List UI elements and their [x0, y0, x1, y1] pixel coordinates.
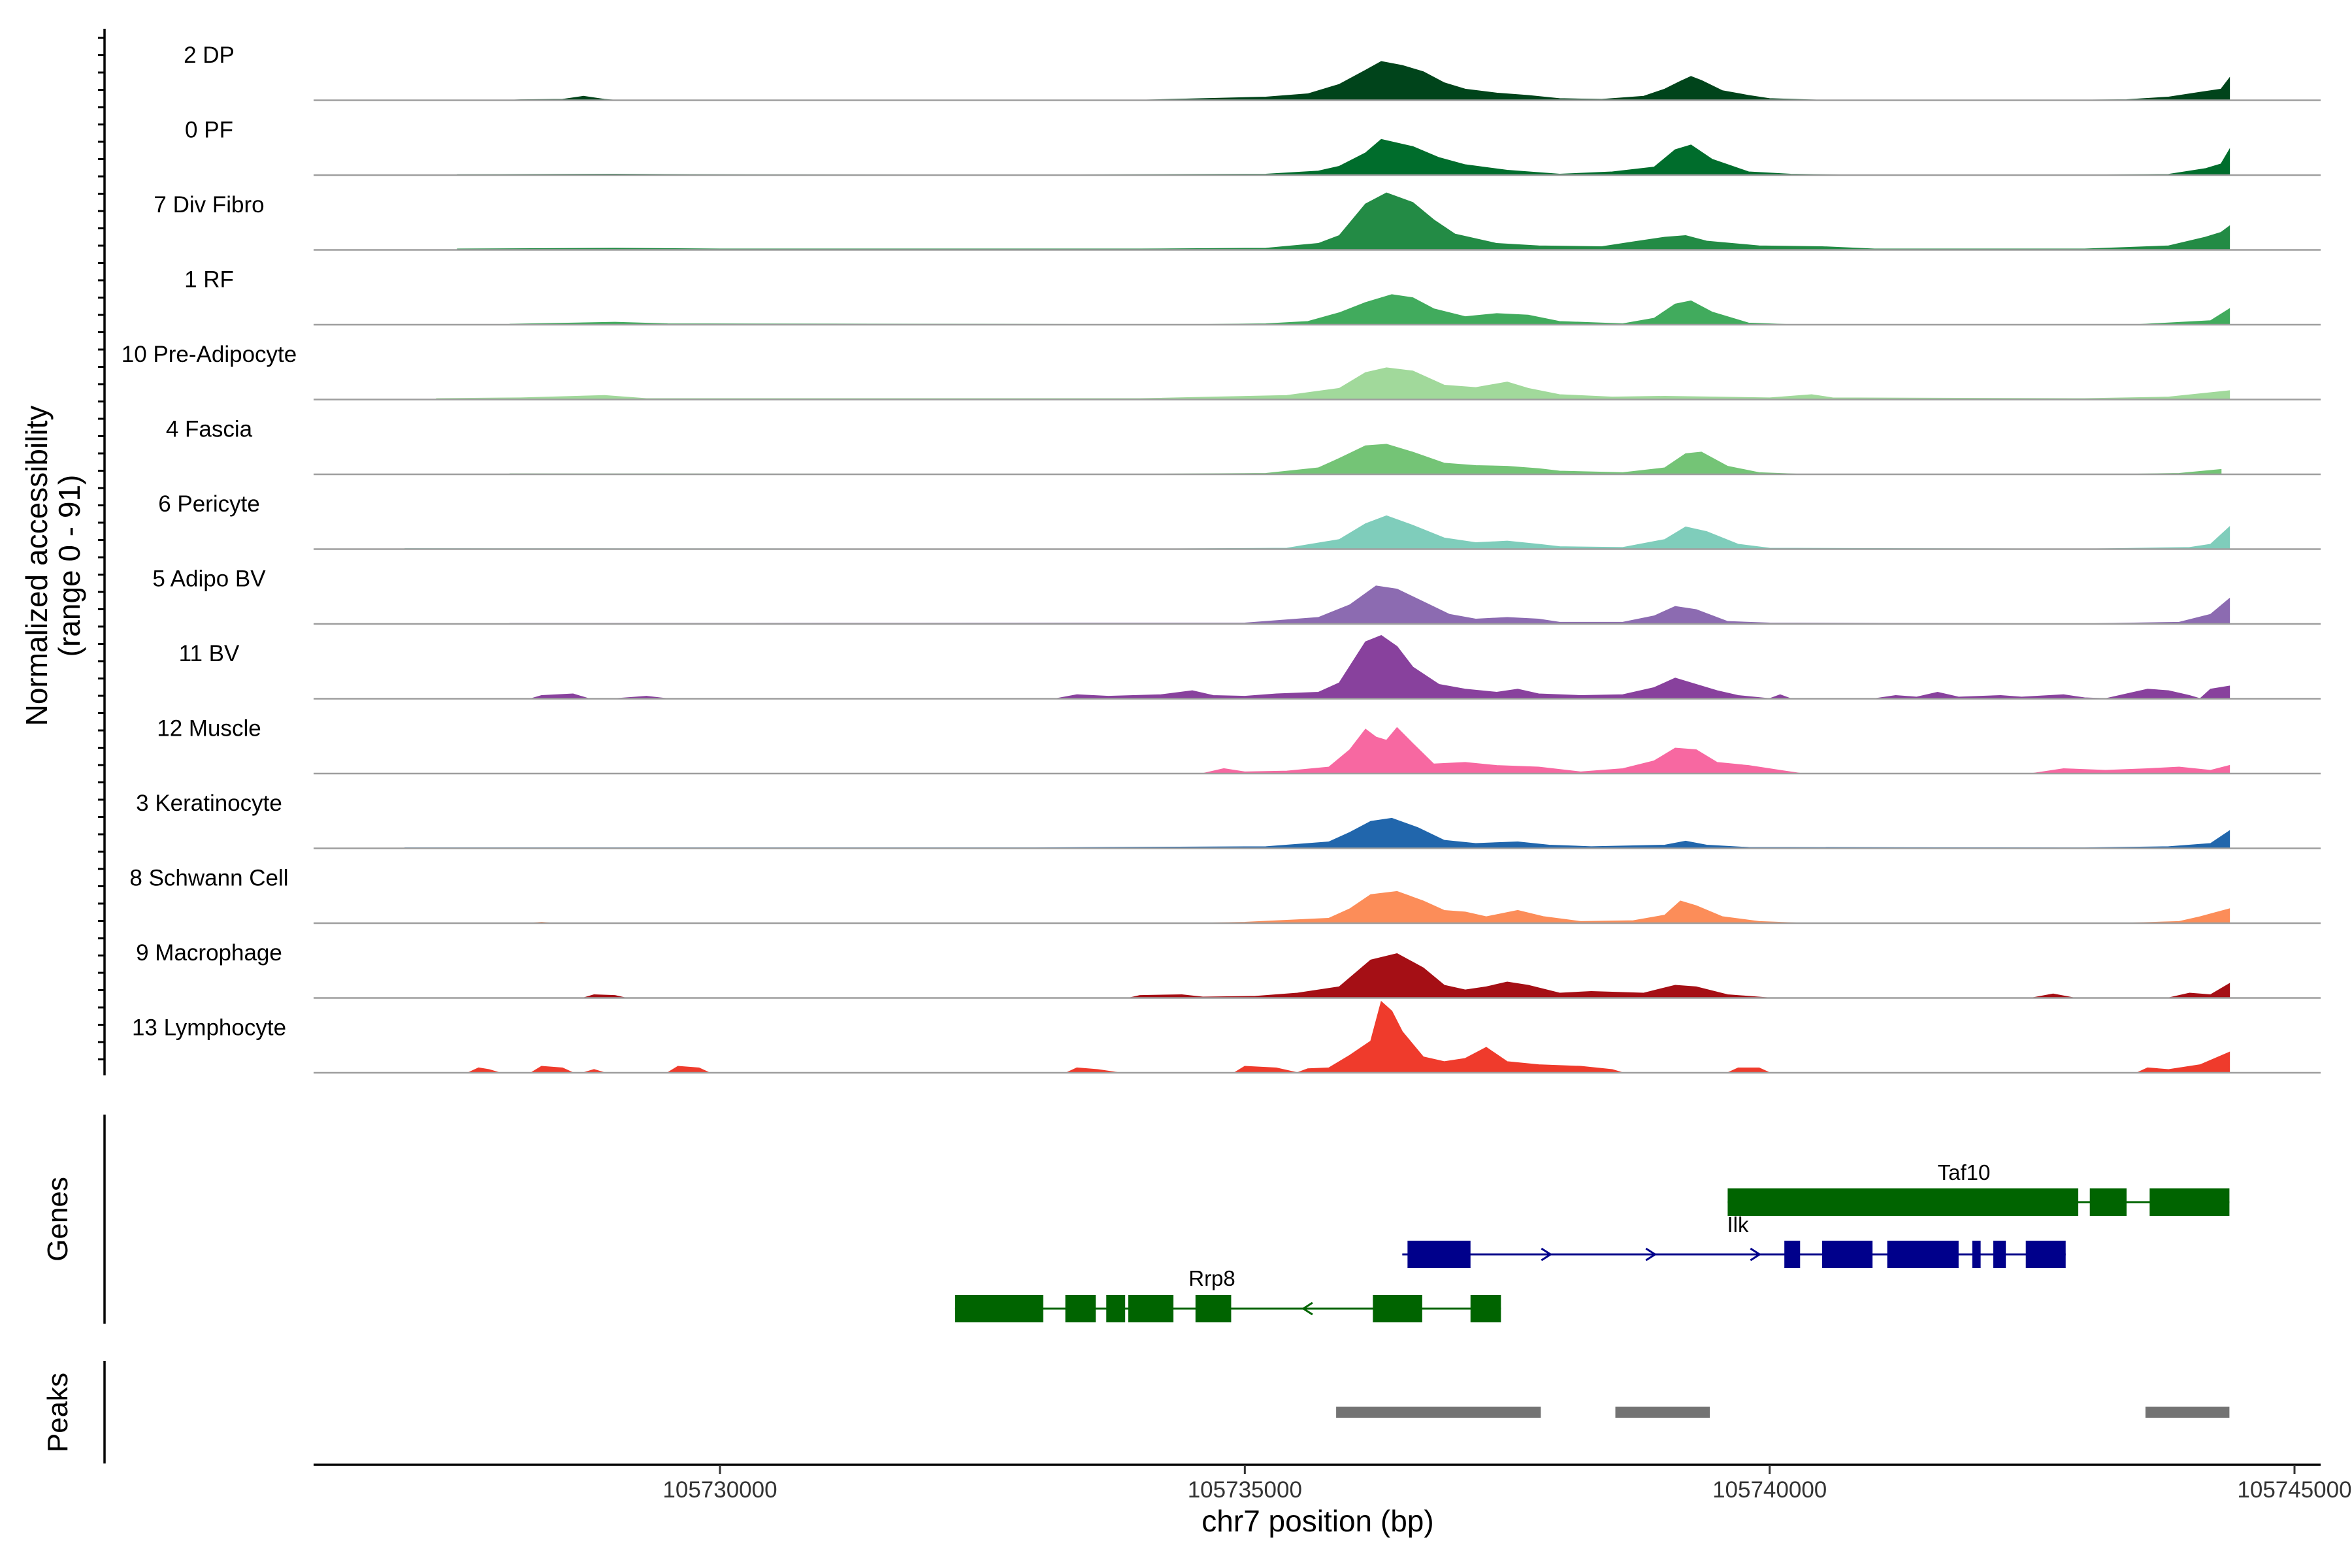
track-label: 9 Macrophage [136, 940, 282, 966]
peaks-track: Peaks [42, 1361, 2230, 1463]
strand-chevron [1645, 1247, 1658, 1262]
strand-chevron [1541, 1247, 1553, 1262]
track-label: 13 Lymphocyte [132, 1015, 286, 1041]
track-label: 5 Adipo BV [152, 566, 266, 592]
gene-label: Rrp8 [1188, 1266, 1235, 1290]
y-axis [98, 29, 106, 1075]
track-label: 10 Pre-Adipocyte [122, 342, 297, 367]
exon [1373, 1295, 1422, 1322]
exon [1470, 1295, 1501, 1322]
x-tick-label: 105740000 [1712, 1477, 1827, 1503]
gene-taf10: Taf10 [1727, 1160, 2230, 1216]
peak-bar [2145, 1407, 2230, 1418]
x-axis: 105730000 105735000 105740000 105745000 [314, 1463, 2352, 1503]
coverage-area [583, 953, 2230, 999]
x-tick-label: 105745000 [2237, 1477, 2351, 1503]
coverage-area [457, 192, 2230, 251]
coverage-area [509, 294, 2230, 325]
exon [1128, 1295, 1174, 1322]
track-label: 2 DP [184, 42, 235, 68]
track-13: 9 Macrophage [136, 940, 2321, 999]
strand-chevron [1301, 1301, 1313, 1316]
track-11: 3 Keratinocyte [136, 791, 2321, 849]
exon [1972, 1241, 1981, 1268]
gene-ilk: Ilk [1402, 1213, 2066, 1268]
exon [1727, 1188, 2079, 1216]
track-label: 12 Muscle [157, 716, 261, 742]
track-label: 1 RF [184, 267, 234, 293]
gene-track: Genes Taf10 Ilk Rrp8 [42, 1115, 2230, 1324]
track-8: 5 Adipo BV [152, 566, 2321, 625]
strand-chevron [1750, 1247, 1762, 1262]
exon [2089, 1188, 2127, 1216]
coverage-area [404, 817, 2230, 849]
track-2: 0 PF [185, 118, 2321, 176]
y-axis-title: Normalized accessibility [20, 406, 54, 727]
peak-bar [1336, 1407, 1541, 1418]
x-tick-label: 105730000 [662, 1477, 777, 1503]
track-7: 6 Pericyte [158, 491, 2321, 550]
track-14: 13 Lymphocyte [132, 1000, 2321, 1074]
peak-bar [1615, 1407, 1710, 1418]
exon [1106, 1295, 1126, 1322]
exon [1993, 1241, 2006, 1268]
x-tick-label: 105735000 [1188, 1477, 1302, 1503]
track-label: 4 Fascia [166, 417, 253, 442]
coverage-area [531, 634, 2230, 700]
coverage-area [531, 890, 2230, 924]
track-label: 6 Pericyte [158, 491, 260, 517]
exon [1407, 1241, 1471, 1268]
coverage-area [468, 1000, 2230, 1073]
coverage-area [509, 444, 2222, 475]
gene-rrp8: Rrp8 [955, 1266, 1501, 1322]
exon [1784, 1241, 1801, 1268]
genes-panel-title: Genes [42, 1177, 74, 1262]
track-9: 11 BV [179, 634, 2321, 700]
exon [1887, 1241, 1959, 1268]
peaks-panel-title: Peaks [42, 1373, 74, 1452]
gene-label: Taf10 [1938, 1160, 1991, 1184]
coverage-area [510, 61, 2230, 101]
track-label: 8 Schwann Cell [129, 866, 288, 891]
track-label: 7 Div Fibro [154, 192, 264, 218]
track-1: 2 DP [184, 42, 2321, 101]
track-3: 7 Div Fibro [154, 192, 2321, 251]
track-6: 4 Fascia [166, 417, 2321, 476]
coverage-area [457, 139, 2230, 176]
track-12: 8 Schwann Cell [129, 866, 2321, 924]
exon [1065, 1295, 1096, 1322]
track-label: 0 PF [185, 118, 233, 143]
track-5: 10 Pre-Adipocyte [122, 342, 2321, 400]
coverage-area [509, 585, 2230, 625]
track-label: 3 Keratinocyte [136, 791, 282, 816]
exon [2149, 1188, 2230, 1216]
x-axis-title: chr7 position (bp) [1201, 1504, 1433, 1538]
coverage-tracks: 2 DP 0 PF 7 Div Fibro 1 RF 10 Pre-Adipocyte 4… [122, 42, 2321, 1074]
coverage-area [1202, 727, 2230, 774]
coverage-area [404, 515, 2230, 550]
gene-label: Ilk [1727, 1213, 1750, 1237]
coverage-area [436, 367, 2230, 400]
exon [955, 1295, 1043, 1322]
track-4: 1 RF [184, 267, 2321, 326]
exon [2025, 1241, 2066, 1268]
track-10: 12 Muscle [157, 716, 2321, 775]
y-axis-range: (range 0 - 91) [52, 475, 86, 657]
exon [1822, 1241, 1873, 1268]
track-label: 11 BV [179, 641, 240, 666]
exon [1195, 1295, 1232, 1322]
